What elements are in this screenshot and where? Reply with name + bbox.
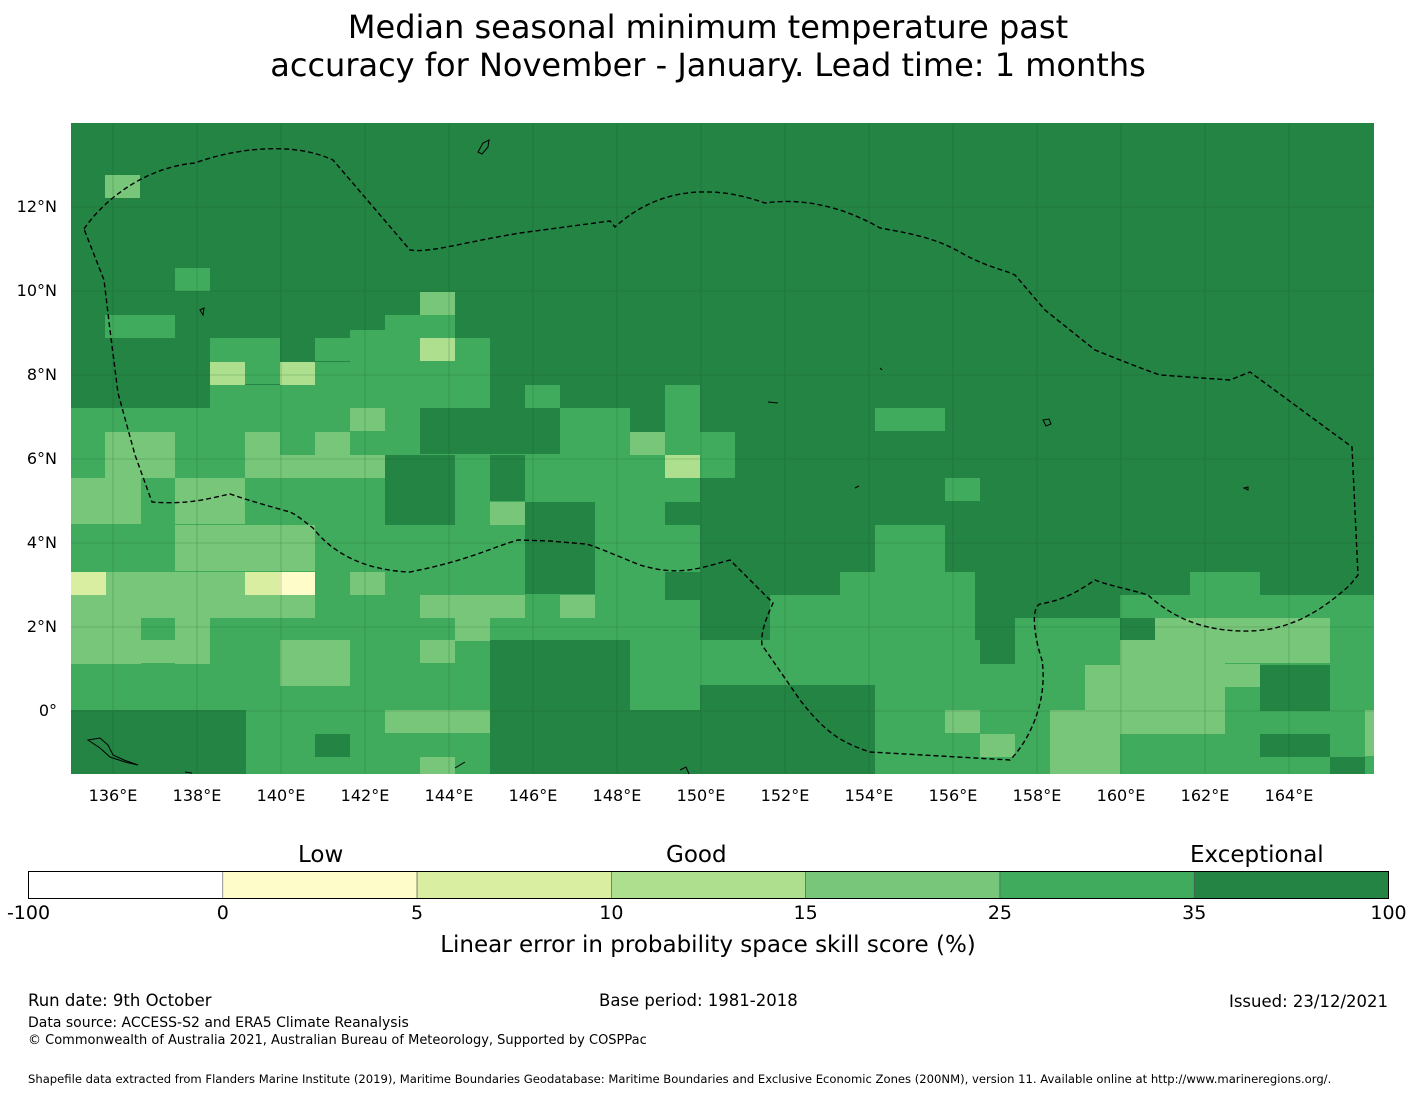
lat-tick-label: 4°N [27, 533, 57, 552]
island [679, 766, 690, 775]
gridlines [71, 123, 1374, 774]
dark-patch [1260, 665, 1330, 711]
longitude-labels: 136°E 138°E 140°E 142°E 144°E 146°E 148°E 150°E… [89, 786, 1314, 805]
lon-tick-label: 146°E [509, 786, 558, 805]
island [454, 761, 466, 769]
island [879, 367, 883, 371]
medium-skill-area [71, 292, 1374, 774]
dark-patch [1120, 618, 1155, 641]
palest-skill-cells [71, 572, 315, 595]
dark-patch [71, 710, 246, 774]
copyright: © Commonwealth of Australia 2021, Austra… [28, 1033, 647, 1048]
colorbar-swatch [222, 871, 418, 899]
lon-tick-label: 148°E [593, 786, 642, 805]
dark-patch [525, 502, 595, 594]
colorbar-swatch [28, 871, 224, 899]
lon-tick-label: 164°E [1265, 786, 1314, 805]
dark-patch [490, 362, 525, 408]
lat-tick-label: 2°N [27, 617, 57, 636]
lon-tick-label: 140°E [257, 786, 306, 805]
lat-tick-label: 6°N [27, 449, 57, 468]
eez-boundary [83, 148, 1359, 761]
island [767, 401, 779, 404]
lon-tick-label: 152°E [761, 786, 810, 805]
palau-islands [86, 737, 139, 766]
lon-tick-label: 160°E [1097, 786, 1146, 805]
lon-tick-label: 138°E [173, 786, 222, 805]
medium-patch [945, 478, 980, 501]
legend-category-good: Good [666, 842, 727, 868]
dark-patch [315, 734, 350, 757]
island [1242, 486, 1249, 491]
skill-patches [71, 175, 1374, 774]
colorbar-tick-label: 35 [1182, 902, 1207, 924]
base-period: Base period: 1981-2018 [599, 991, 798, 1010]
coastlines [86, 139, 1249, 775]
medium-patch [105, 315, 175, 338]
colorbar-tick-label: -100 [6, 902, 51, 924]
dark-patch [385, 455, 455, 525]
dark-patch [1260, 734, 1330, 757]
colorbar-swatch [611, 871, 806, 899]
dark-patch [560, 710, 700, 774]
issued-date: Issued: 23/12/2021 [1228, 992, 1388, 1011]
medium-patch [175, 268, 210, 291]
latitude-labels: 12°N 10°N 8°N 6°N 4°N 2°N 0° [17, 197, 57, 720]
lon-tick-label: 150°E [677, 786, 726, 805]
lat-tick-label: 10°N [17, 281, 57, 300]
island [854, 485, 860, 489]
lon-tick-label: 154°E [845, 786, 894, 805]
colorbar-tick-label: 0 [216, 902, 229, 924]
colorbar [28, 871, 1389, 899]
lon-tick-label: 156°E [929, 786, 978, 805]
legend-category-low: Low [298, 842, 344, 868]
lat-tick-label: 0° [39, 701, 57, 720]
dark-patch [700, 685, 875, 774]
dark-patch [980, 618, 1015, 664]
dark-patch [1330, 757, 1365, 774]
run-date: Run date: 9th October [28, 991, 212, 1010]
guam-island [477, 139, 490, 155]
colorbar-tick-label: 25 [987, 902, 1013, 924]
lat-tick-label: 8°N [27, 365, 57, 384]
lon-tick-label: 144°E [425, 786, 474, 805]
data-source: Data source: ACCESS-S2 and ERA5 Climate … [28, 1015, 409, 1031]
title-line-1: Median seasonal minimum temperature past [347, 8, 1069, 46]
island [1042, 418, 1052, 427]
light-skill-cells [71, 175, 1374, 774]
shapefile-credit: Shapefile data extracted from Flanders M… [28, 1072, 1332, 1086]
dark-patch [420, 408, 560, 454]
lon-tick-label: 162°E [1181, 786, 1230, 805]
lon-tick-label: 142°E [341, 786, 390, 805]
colorbar-tick-label: 10 [599, 902, 624, 924]
medium-patch [315, 338, 350, 361]
medium-patch [875, 408, 945, 431]
dark-patch [490, 455, 525, 501]
title-line-2: accuracy for November - January. Lead ti… [270, 46, 1146, 84]
colorbar-swatch [805, 871, 1001, 899]
lat-tick-label: 12°N [17, 197, 57, 216]
pale-skill-cells [210, 338, 700, 478]
lon-tick-label: 136°E [89, 786, 138, 805]
medium-patch [1190, 572, 1260, 595]
skill-score-map: 136°E 138°E 140°E 142°E 144°E 146°E 148°E 150°E… [17, 123, 1374, 805]
colorbar-swatch [416, 871, 612, 899]
island [184, 771, 193, 774]
colorbar-tick-label: 5 [411, 902, 424, 924]
colorbar-swatch [999, 871, 1195, 899]
island [199, 307, 205, 317]
colorbar-label: Linear error in probability space skill … [440, 932, 976, 958]
lon-tick-label: 158°E [1013, 786, 1062, 805]
colorbar-swatch [1193, 871, 1389, 899]
colorbar-tick-label: 100 [1370, 902, 1407, 924]
legend-category-exceptional: Exceptional [1190, 842, 1324, 868]
colorbar-tick-label: 15 [793, 902, 818, 924]
